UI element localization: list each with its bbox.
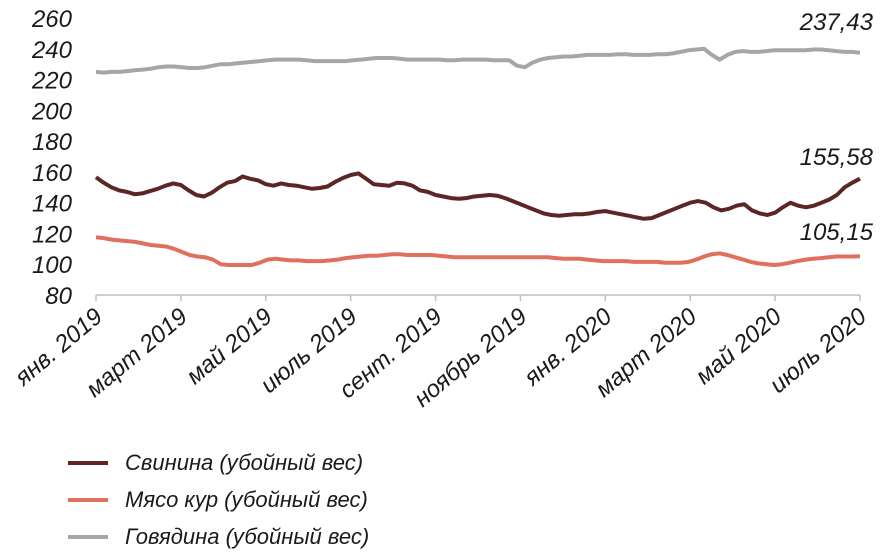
y-tick-label: 120	[32, 221, 73, 248]
y-tick-label: 260	[31, 6, 73, 33]
end-label-pork: 155,58	[800, 144, 874, 171]
series-lines	[94, 46, 861, 267]
legend-item-beef: Говядина (убойный вес)	[68, 518, 369, 555]
y-tick-label: 140	[32, 191, 73, 218]
legend-swatch-beef	[68, 534, 108, 539]
y-tick-label: 240	[31, 37, 73, 64]
legend-label-pork: Свинина (убойный вес)	[125, 449, 364, 475]
y-axis-ticks: 80 100 120 140 160 180 200 220 240 260	[31, 6, 73, 310]
legend-swatch-pork	[68, 460, 108, 465]
legend-label-chicken: Мясо кур (убойный вес)	[125, 486, 368, 512]
legend-swatch-chicken	[68, 497, 108, 502]
legend-item-chicken: Мясо кур (убойный вес)	[68, 481, 369, 518]
legend-label-beef: Говядина (убойный вес)	[125, 523, 370, 549]
series-line-pork	[94, 171, 861, 221]
y-tick-label: 200	[31, 98, 73, 125]
series-line-chicken	[95, 235, 861, 267]
y-tick-label: 80	[45, 283, 72, 310]
y-tick-label: 160	[32, 160, 73, 187]
end-value-labels: 155,58 105,15 237,43	[799, 9, 874, 246]
legend-item-pork: Свинина (убойный вес)	[68, 444, 369, 481]
series-line-beef	[95, 46, 861, 75]
y-tick-label: 180	[32, 129, 73, 156]
end-label-beef: 237,43	[799, 9, 874, 36]
y-tick-label: 100	[32, 252, 73, 279]
end-label-chicken: 105,15	[800, 219, 874, 246]
y-tick-label: 220	[31, 68, 73, 95]
legend: Свинина (убойный вес) Мясо кур (убойный …	[68, 444, 369, 555]
